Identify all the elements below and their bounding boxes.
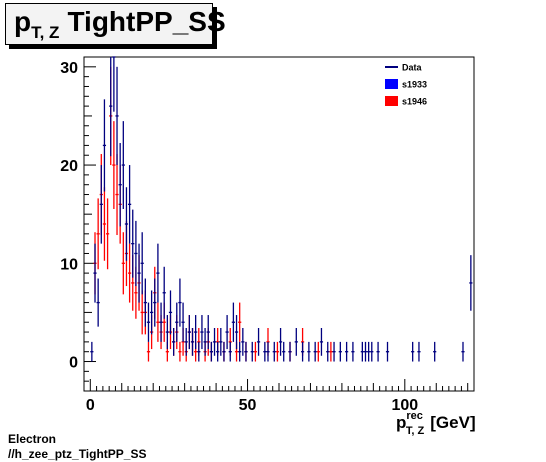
legend-swatch <box>385 96 398 106</box>
y-tick-label: 20 <box>60 158 78 175</box>
chart-title: pT, Z TightPP_SS <box>14 6 226 43</box>
y-tick-label: 10 <box>60 256 78 273</box>
plot-frame <box>83 56 475 392</box>
y-axis: 0 10 20 30 <box>60 56 96 392</box>
x-axis-label: prec T, Z [GeV] <box>396 410 476 437</box>
footer-category: Electron <box>8 432 57 446</box>
y-tick-label: 30 <box>60 60 78 77</box>
title-box: pT, Z TightPP_SS <box>5 3 226 45</box>
x-label-sup: rec <box>406 410 423 422</box>
title-text: TightPP_SS <box>67 6 226 37</box>
x-axis: 0 50 100 <box>86 379 475 414</box>
title-sub: T, Z <box>31 23 60 42</box>
title-main: p <box>14 6 32 37</box>
x-label-unit: [GeV] <box>430 413 475 432</box>
series-Data <box>90 56 473 362</box>
legend-label: s1933 <box>402 80 427 90</box>
x-label-sub: T, Z <box>406 425 425 437</box>
series-layer <box>90 56 473 362</box>
y-tick-label: 0 <box>69 355 78 372</box>
footer-histogram-path: //h_zee_ptz_TightPP_SS <box>8 447 147 461</box>
legend: Data s1933 s1946 <box>385 63 427 107</box>
legend-label: s1946 <box>402 97 427 107</box>
legend-swatch <box>385 79 398 89</box>
x-tick-label: 50 <box>239 397 257 414</box>
legend-label: Data <box>402 63 423 73</box>
x-label-main: p <box>396 413 406 432</box>
x-tick-label: 100 <box>391 397 418 414</box>
x-tick-label: 0 <box>86 397 95 414</box>
